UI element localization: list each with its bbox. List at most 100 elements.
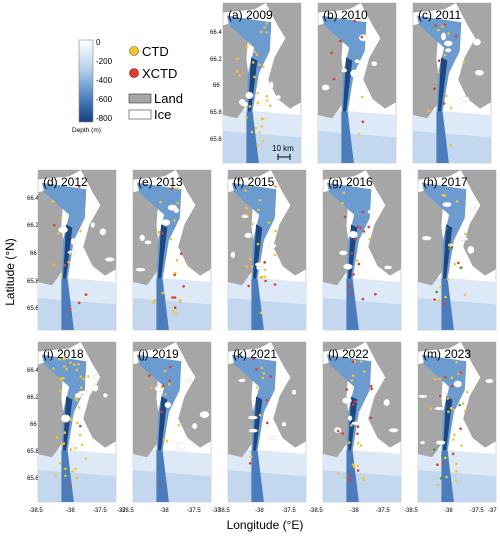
panel-title: (h) 2017 xyxy=(423,175,468,189)
lat-ticks-row1: 66.4 66.2 66 65.8 65.6 xyxy=(210,30,222,143)
xctd-station xyxy=(450,384,454,388)
xctd-station xyxy=(265,399,269,402)
xctd-station xyxy=(444,376,447,379)
ctd-station xyxy=(258,131,261,134)
ice-patch xyxy=(383,399,390,407)
xctd-station xyxy=(63,264,67,267)
ctd-station xyxy=(248,258,252,261)
xctd-station xyxy=(359,226,362,230)
ctd-station xyxy=(427,109,430,112)
shelf-trough xyxy=(156,450,169,502)
ice-patch xyxy=(269,81,274,90)
ctd-station xyxy=(256,91,259,95)
ice-patch xyxy=(281,421,287,427)
legend-ctd-marker xyxy=(129,46,139,56)
ice-patch xyxy=(102,393,108,398)
ctd-station xyxy=(439,285,442,289)
ctd-station xyxy=(59,377,62,380)
ctd-station xyxy=(269,104,272,108)
legend-land-patch xyxy=(128,93,152,104)
xctd-station xyxy=(269,375,272,378)
ctd-station xyxy=(360,360,363,363)
ctd-station xyxy=(74,467,77,471)
other-station xyxy=(460,266,463,269)
xctd-station xyxy=(356,425,360,428)
ctd-station xyxy=(263,275,266,278)
xctd-station xyxy=(354,400,357,403)
ctd-station xyxy=(245,116,248,119)
ctd-station xyxy=(77,362,80,366)
ctd-station xyxy=(441,193,445,197)
ctd-station xyxy=(257,208,260,211)
land-mass-north xyxy=(418,342,461,352)
shelf-trough xyxy=(436,111,449,163)
ctd-station xyxy=(260,276,264,279)
ctd-station xyxy=(447,32,450,35)
xctd-station xyxy=(450,246,454,249)
panel-title: (a) 2009 xyxy=(228,8,273,22)
xctd-station xyxy=(356,469,360,472)
xctd-station xyxy=(345,388,349,391)
fjord-channel xyxy=(41,182,87,279)
ctd-station xyxy=(77,406,81,409)
ice-patch xyxy=(339,250,348,256)
scale-bar-label: 10 km xyxy=(272,144,294,153)
xctd-station xyxy=(336,429,340,433)
legend-xctd-label: XCTD xyxy=(142,66,177,81)
ctd-station xyxy=(260,366,264,370)
fjord-channel xyxy=(226,15,272,112)
xctd-station xyxy=(369,384,373,388)
panel-title: (i) 2018 xyxy=(43,347,84,361)
xctd-station xyxy=(255,367,258,371)
xctd-station xyxy=(160,410,164,414)
ctd-station xyxy=(274,229,277,233)
ice-patch xyxy=(434,406,445,411)
shelf-water-deep xyxy=(318,131,396,163)
ice-patch xyxy=(93,374,100,380)
xctd-station xyxy=(356,432,359,436)
ice-patch xyxy=(185,378,192,383)
lon-tick: -37.5 xyxy=(376,508,390,514)
xctd-station xyxy=(353,19,356,23)
ice-patch xyxy=(343,263,353,270)
land-mass-west xyxy=(318,19,345,119)
panel-title: (k) 2021 xyxy=(233,347,277,361)
lon-tick: -38 xyxy=(66,508,75,514)
shelf-water-deep xyxy=(418,298,496,330)
ctd-station xyxy=(52,367,55,371)
ctd-station xyxy=(245,213,248,216)
xctd-station xyxy=(77,301,81,305)
legend: CTD XCTD Land Ice xyxy=(128,44,183,122)
land-mass-west xyxy=(38,358,65,458)
ice-patch xyxy=(176,441,186,450)
ice-patch xyxy=(268,436,277,440)
lon-tick: -38 xyxy=(255,508,264,514)
ctd-station xyxy=(84,457,87,460)
map-panel: (b) 2010 xyxy=(317,2,397,164)
xctd-station xyxy=(162,384,165,388)
fjord-channel xyxy=(136,354,182,451)
xctd-station xyxy=(369,416,373,420)
ctd-station xyxy=(74,446,77,450)
ctd-station xyxy=(265,22,268,25)
colorbar: 0 -200 -400 -600 -800 Depth (m) xyxy=(72,38,113,134)
map-panel: (a) 2009 xyxy=(222,2,302,164)
ctd-station xyxy=(153,299,157,302)
shelf-trough xyxy=(156,278,169,330)
xctd-station xyxy=(168,379,172,382)
ctd-station xyxy=(362,370,366,373)
ctd-station xyxy=(274,185,278,189)
land-mass-north xyxy=(418,170,461,180)
ice-patch xyxy=(275,94,281,100)
ice-patch xyxy=(238,378,246,383)
lat-tick: 66.4 xyxy=(27,368,39,374)
ctd-station xyxy=(253,50,257,54)
ice-patch xyxy=(350,69,359,78)
xctd-station xyxy=(370,387,373,391)
lat-tick: 66 xyxy=(213,83,220,89)
shelf-water-deep xyxy=(133,470,211,502)
ctd-station xyxy=(258,63,261,66)
fjord-channel xyxy=(231,354,277,451)
xctd-station xyxy=(348,284,351,288)
shelf-trough xyxy=(346,450,359,502)
